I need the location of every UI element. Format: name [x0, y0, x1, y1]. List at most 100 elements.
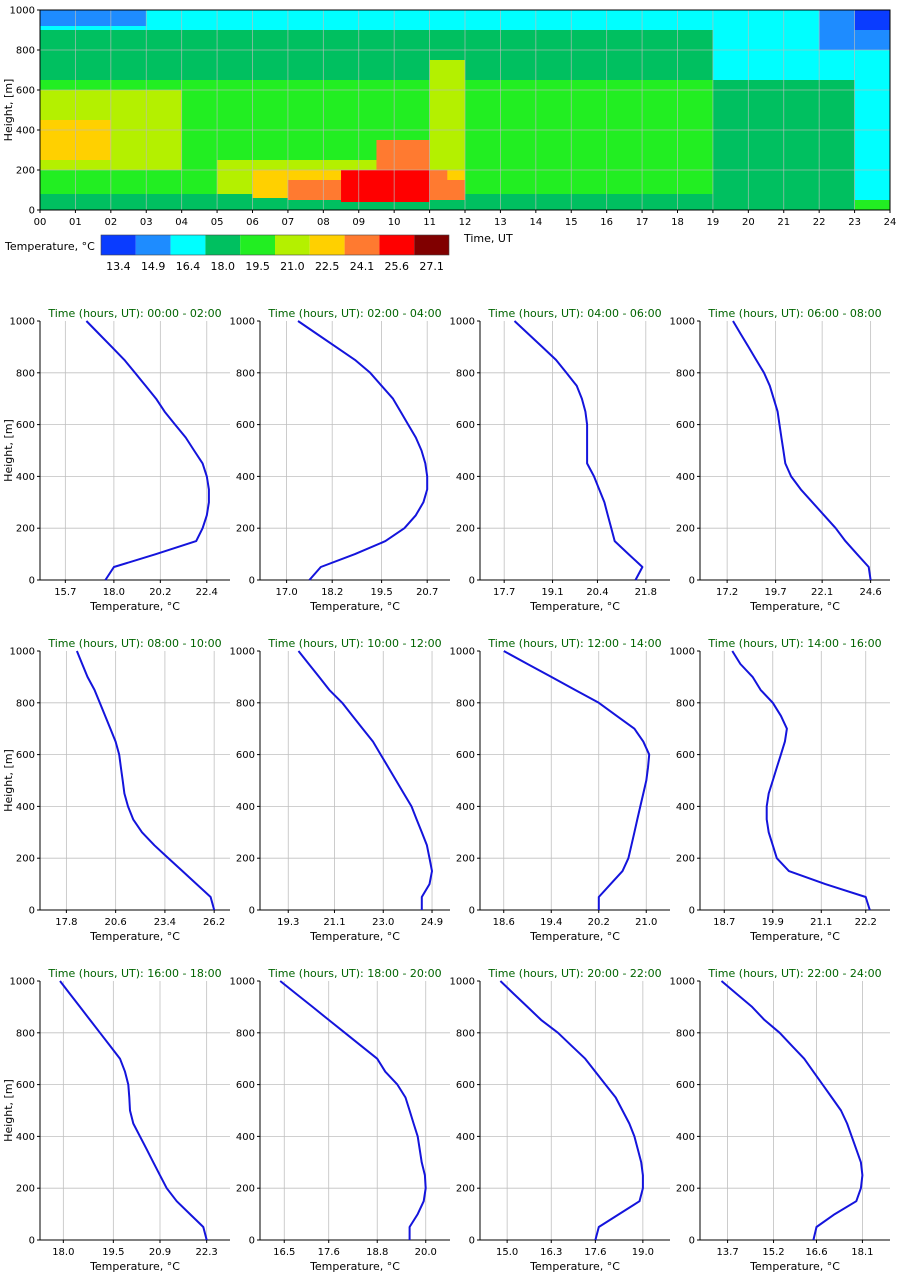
- profile-ytick-label: 600: [16, 420, 35, 431]
- profile-panel: 0 200 400 600 800 1000 18.7 19.9 21.1 22.2 Time (h…: [670, 637, 890, 943]
- profile-ytick-label: 0: [469, 1236, 475, 1247]
- profile-xtick-label: 15.7: [54, 587, 76, 598]
- legend-swatch: [344, 235, 380, 255]
- profile-ylabel: Height, [m]: [2, 749, 15, 812]
- legend-swatch: [205, 235, 241, 255]
- profile-ytick-label: 200: [456, 524, 475, 535]
- profile-title: Time (hours, UT): 02:00 - 04:00: [267, 307, 441, 320]
- profile-xtick-label: 19.0: [632, 1247, 654, 1258]
- profile-ytick-label: 1000: [670, 977, 695, 988]
- profile-xtick-label: 18.2: [321, 587, 343, 598]
- profile-ytick-label: 800: [456, 1028, 475, 1039]
- heatmap-cell: [40, 10, 713, 30]
- profile-panel: 0 200 400 600 800 1000 17.2 19.7 22.1 24.6 Time (h…: [670, 307, 890, 613]
- profile-ytick-label: 0: [29, 576, 35, 587]
- profile-title: Time (hours, UT): 12:00 - 14:00: [487, 637, 661, 650]
- profile-xlabel: Temperature, °C: [309, 1260, 400, 1273]
- profile-ytick-label: 200: [16, 524, 35, 535]
- profile-xtick-label: 19.7: [764, 587, 786, 598]
- profile-ytick-label: 0: [689, 576, 695, 587]
- profile-ytick-label: 400: [16, 1132, 35, 1143]
- heatmap-xlabel: Time, UT: [463, 232, 513, 245]
- profile-panel: 0 200 400 600 800 1000 16.5 17.6 18.8 20.0 Time (h…: [230, 967, 450, 1273]
- profile-xlabel: Temperature, °C: [309, 930, 400, 943]
- profile-xlabel: Temperature, °C: [89, 1260, 180, 1273]
- heatmap-xtick-label: 05: [211, 217, 224, 228]
- heatmap-ytick-label: 200: [16, 166, 35, 177]
- heatmap-cell: [341, 170, 430, 202]
- profile-ytick-label: 800: [236, 1028, 255, 1039]
- heatmap-xtick-label: 20: [742, 217, 755, 228]
- profile-ytick-label: 400: [16, 472, 35, 483]
- profile-xtick-label: 17.2: [716, 587, 738, 598]
- heatmap-ylabel: Height, [m]: [2, 79, 15, 142]
- profile-ytick-label: 1000: [230, 317, 255, 328]
- profile-ytick-label: 800: [676, 368, 695, 379]
- legend-frame: [100, 234, 450, 256]
- heatmap-xtick-label: 18: [671, 217, 684, 228]
- profile-ytick-label: 1000: [10, 647, 35, 658]
- time-height-heatmap: 0 200 400 600 800 1000 00 01 02 03 04 05 06 07 08 09 10 1…: [2, 6, 896, 246]
- profile-ytick-label: 600: [676, 1080, 695, 1091]
- profile-title: Time (hours, UT): 14:00 - 16:00: [707, 637, 881, 650]
- profile-ytick-label: 400: [676, 472, 695, 483]
- profile-ytick-label: 0: [689, 1236, 695, 1247]
- heatmap-xtick-label: 19: [707, 217, 720, 228]
- profile-ytick-label: 800: [456, 368, 475, 379]
- profile-panel: 0 200 400 600 800 1000 18.6 19.4 20.2 21.0 Time (h…: [450, 637, 670, 943]
- profile-ytick-label: 400: [676, 802, 695, 813]
- profile-panel: 0 200 400 600 800 1000 15.7 18.0 20.2 22.4 Time (h…: [2, 307, 230, 613]
- profile-ytick-label: 200: [676, 854, 695, 865]
- profile-xlabel: Temperature, °C: [529, 600, 620, 613]
- heatmap-xtick-label: 21: [777, 217, 790, 228]
- profile-ytick-label: 600: [676, 750, 695, 761]
- profile-ytick-label: 400: [236, 472, 255, 483]
- profile-title: Time (hours, UT): 08:00 - 10:00: [47, 637, 221, 650]
- profile-panel: 0 200 400 600 800 1000 17.0 18.2 19.5 20.7 Time (h…: [230, 307, 450, 613]
- temperature-profiles: 0 200 400 600 800 1000 15.7 18.0 20.2 22.4 Time (h…: [2, 307, 890, 1273]
- profile-series-line: [297, 320, 429, 581]
- profile-title: Time (hours, UT): 20:00 - 22:00: [487, 967, 661, 980]
- profile-ytick-label: 400: [456, 472, 475, 483]
- profile-ytick-label: 800: [236, 698, 255, 709]
- profile-xtick-label: 18.0: [52, 1247, 74, 1258]
- profile-panel: 0 200 400 600 800 1000 15.0 16.3 17.6 19.0 Time (h…: [450, 967, 670, 1273]
- profile-xtick-label: 15.0: [496, 1247, 518, 1258]
- temperature-colorbar: Temperature, °C 13.4 14.9 16.4 18.0 19.5 21.0 2…: [4, 234, 450, 273]
- profile-ylabel: Height, [m]: [2, 419, 15, 482]
- profile-ytick-label: 600: [456, 750, 475, 761]
- legend-swatch: [309, 235, 345, 255]
- profile-xtick-label: 21.0: [635, 917, 657, 928]
- heatmap-ytick-label: 600: [16, 86, 35, 97]
- profile-ytick-label: 400: [16, 802, 35, 813]
- profile-title: Time (hours, UT): 00:00 - 02:00: [47, 307, 221, 320]
- profile-title: Time (hours, UT): 18:00 - 20:00: [267, 967, 441, 980]
- legend-value: 27.1: [419, 260, 444, 273]
- profile-xtick-label: 16.6: [805, 1247, 827, 1258]
- profile-xlabel: Temperature, °C: [529, 930, 620, 943]
- profile-ytick-label: 200: [456, 1184, 475, 1195]
- profile-series-line: [59, 980, 208, 1241]
- profile-xlabel: Temperature, °C: [309, 600, 400, 613]
- legend-swatch: [414, 235, 449, 255]
- heatmap-xtick-label: 07: [282, 217, 295, 228]
- profile-ytick-label: 600: [676, 420, 695, 431]
- profile-ytick-label: 200: [456, 854, 475, 865]
- heatmap-xtick-label: 03: [140, 217, 153, 228]
- heatmap-xtick-label: 15: [565, 217, 578, 228]
- profile-ytick-label: 400: [456, 802, 475, 813]
- profile-ytick-label: 200: [236, 1184, 255, 1195]
- profile-xtick-label: 18.0: [103, 587, 125, 598]
- profile-ytick-label: 0: [249, 906, 255, 917]
- profile-xtick-label: 19.5: [370, 587, 392, 598]
- profile-ytick-label: 1000: [230, 647, 255, 658]
- profile-xtick-label: 26.2: [203, 917, 225, 928]
- profile-ytick-label: 1000: [10, 977, 35, 988]
- profile-title: Time (hours, UT): 16:00 - 18:00: [47, 967, 221, 980]
- profile-xlabel: Temperature, °C: [749, 1260, 840, 1273]
- profile-ytick-label: 200: [676, 1184, 695, 1195]
- profile-xtick-label: 16.5: [273, 1247, 295, 1258]
- profile-panel: 0 200 400 600 800 1000 17.7 19.1 20.4 21.8 Time (h…: [450, 307, 670, 613]
- profile-xtick-label: 15.2: [762, 1247, 784, 1258]
- profile-xlabel: Temperature, °C: [749, 930, 840, 943]
